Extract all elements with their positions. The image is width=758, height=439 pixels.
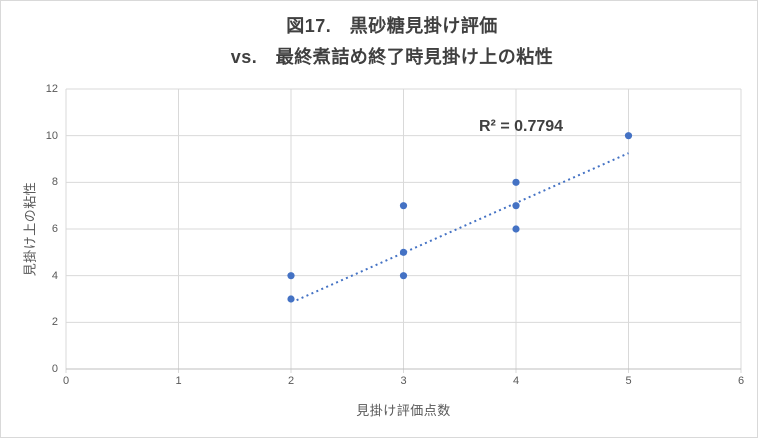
data-point (512, 225, 520, 233)
x-tick-label: 3 (400, 375, 407, 387)
trendline (296, 152, 629, 302)
data-point (399, 248, 408, 256)
y-tick-label: 10 (45, 129, 58, 142)
data-point (287, 295, 295, 303)
chart-title-line2: vs. 最終煮詰め終了時見掛け上の粘性 (230, 47, 554, 67)
data-point (624, 132, 633, 140)
data-point (399, 272, 408, 280)
y-tick-label: 12 (45, 83, 58, 95)
x-tick-label: 0 (62, 375, 70, 387)
data-point (287, 272, 295, 280)
data-point (399, 202, 408, 210)
y-tick-label: 6 (51, 223, 58, 235)
x-tick-label: 1 (175, 375, 182, 387)
x-tick-label: 5 (625, 375, 632, 387)
y-tick-label: 0 (51, 363, 58, 375)
x-axis-title: 見掛け評価点数 (356, 403, 451, 418)
x-tick-label: 4 (512, 375, 520, 387)
y-tick-label: 8 (51, 176, 58, 189)
x-tick-label: 6 (737, 375, 745, 387)
chart-title-line1: 図17. 黒砂糖見掛け評価 (286, 16, 498, 36)
chart-title: 図17. 黒砂糖見掛け評価 vs. 最終煮詰め終了時見掛け上の粘性 (27, 11, 757, 73)
y-tick-label: 4 (51, 269, 58, 282)
data-point (512, 178, 520, 186)
y-tick-label: 2 (51, 316, 58, 329)
y-axis-title: 見掛け上の粘性 (22, 181, 38, 277)
data-point (512, 202, 520, 210)
x-tick-label: 2 (287, 375, 295, 387)
r-squared-label: R² = 0.7794 (479, 118, 564, 135)
